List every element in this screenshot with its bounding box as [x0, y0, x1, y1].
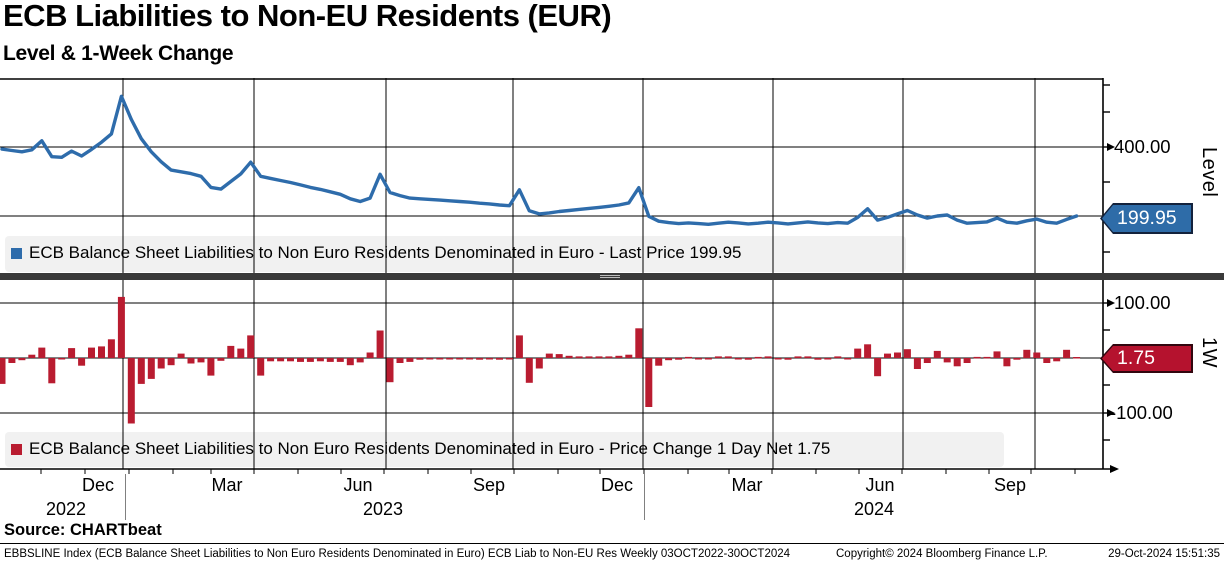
x-tick-sep-2023: Sep [472, 475, 506, 495]
page-subtitle: Level & 1-Week Change [3, 42, 234, 65]
change-series-marker-icon [11, 443, 22, 455]
footer-timestamp: 29-Oct-2024 15:51:35 [1108, 548, 1220, 560]
level-last-price-badge: 199.95 [1100, 203, 1193, 234]
year-divider-2024 [644, 474, 645, 520]
level-legend-box [5, 236, 906, 272]
panel-resize-handle-icon[interactable] [600, 274, 620, 279]
x-tick-sep-2024: Sep [993, 475, 1027, 495]
level-axis-name: Level [1198, 147, 1220, 198]
change-axis-tick-100: 100.00 [1114, 292, 1171, 313]
level-legend-label: ECB Balance Sheet Liabilities to Non Eur… [29, 243, 742, 262]
x-tick-dec-2023: Dec [600, 475, 634, 495]
change-axis-name: 1W [1198, 337, 1220, 368]
level-series-marker-icon [11, 247, 22, 259]
x-tick-mar-2024: Mar [731, 475, 763, 495]
footer-ticker-description: EBBSLINE Index (ECB Balance Sheet Liabil… [4, 548, 791, 560]
level-badge-value: 199.95 [1102, 205, 1191, 232]
change-legend: ECB Balance Sheet Liabilities to Non Eur… [11, 439, 830, 459]
change-axis-tick-neg100: -100.00 [1110, 402, 1173, 423]
page-title: ECB Liabilities to Non-EU Residents (EUR… [3, 0, 612, 33]
x-tick-jun-2023: Jun [343, 475, 373, 495]
x-tick-mar-2023: Mar [211, 475, 243, 495]
change-last-value-badge: 1.75 [1100, 344, 1193, 373]
change-legend-label: ECB Balance Sheet Liabilities to Non Eur… [29, 439, 831, 458]
x-tick-dec-2022: Dec [81, 475, 115, 495]
level-legend: ECB Balance Sheet Liabilities to Non Eur… [11, 243, 742, 263]
footer-copyright: Copyright© 2024 Bloomberg Finance L.P. [836, 548, 1048, 560]
year-divider-2023 [125, 474, 126, 520]
change-legend-box [5, 432, 1004, 467]
change-badge-value: 1.75 [1102, 346, 1191, 371]
x-year-2023: 2023 [362, 499, 404, 519]
source-label: Source: CHARTbeat [4, 521, 162, 539]
footer-divider [0, 543, 1224, 544]
level-axis-tick-400: 400.00 [1114, 136, 1171, 157]
x-tick-jun-2024: Jun [865, 475, 895, 495]
x-year-2022: 2022 [45, 499, 87, 519]
x-year-2024: 2024 [853, 499, 895, 519]
